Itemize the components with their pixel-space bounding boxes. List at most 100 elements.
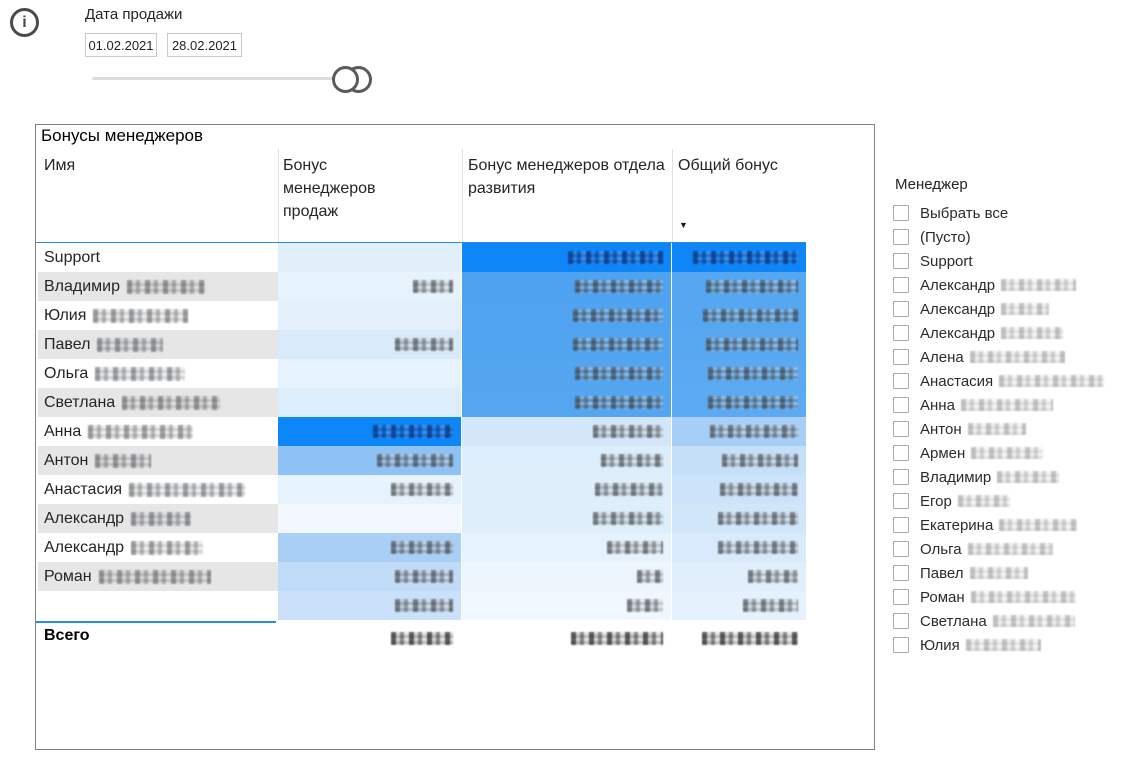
manager-slicer-item[interactable]: Александр — [893, 321, 1139, 345]
table-value-cell[interactable] — [462, 562, 671, 591]
table-value-cell[interactable] — [278, 504, 461, 533]
table-value-cell[interactable] — [672, 591, 806, 620]
date-end-input[interactable]: 28.02.2021 — [167, 33, 242, 57]
table-value-cell[interactable] — [278, 446, 461, 475]
table-value-cell[interactable] — [672, 243, 806, 272]
table-value-cell[interactable] — [462, 359, 671, 388]
checkbox[interactable] — [893, 469, 909, 485]
table-value-cell[interactable] — [672, 562, 806, 591]
checkbox[interactable] — [893, 325, 909, 341]
table-row-name-cell[interactable]: Анна — [38, 417, 278, 446]
manager-slicer-item[interactable]: Армен — [893, 441, 1139, 465]
table-row-name-cell[interactable]: Анастасия — [38, 475, 278, 504]
manager-slicer-item[interactable]: Роман — [893, 585, 1139, 609]
table-value-cell[interactable] — [462, 388, 671, 417]
column-header-name[interactable]: Имя — [44, 157, 76, 174]
checkbox[interactable] — [893, 613, 909, 629]
table-value-cell[interactable] — [672, 446, 806, 475]
table-row-name-cell[interactable]: Владимир — [38, 272, 278, 301]
table-row-name-cell[interactable]: Александр — [38, 504, 278, 533]
manager-slicer-item[interactable]: Support — [893, 249, 1139, 273]
manager-slicer-item[interactable]: Владимир — [893, 465, 1139, 489]
date-slider-track[interactable] — [92, 77, 344, 80]
checkbox[interactable] — [893, 397, 909, 413]
manager-slicer-item[interactable]: Анна — [893, 393, 1139, 417]
table-value-cell[interactable] — [672, 359, 806, 388]
manager-slicer-item[interactable]: Светлана — [893, 609, 1139, 633]
checkbox[interactable] — [893, 301, 909, 317]
table-row-name-cell[interactable]: Юлия — [38, 301, 278, 330]
table-value-cell[interactable] — [278, 475, 461, 504]
table-row-name-cell[interactable]: Ольга — [38, 359, 278, 388]
table-value-cell[interactable] — [672, 301, 806, 330]
checkbox[interactable] — [893, 589, 909, 605]
manager-slicer-item[interactable]: Александр — [893, 297, 1139, 321]
checkbox[interactable] — [893, 205, 909, 221]
manager-slicer-item[interactable]: (Пусто) — [893, 225, 1139, 249]
table-row-name-cell[interactable]: Support — [38, 243, 278, 272]
table-value-cell[interactable] — [278, 417, 461, 446]
table-value-cell[interactable] — [672, 330, 806, 359]
checkbox[interactable] — [893, 349, 909, 365]
table-value-cell[interactable] — [278, 243, 461, 272]
sort-descending-icon[interactable]: ▼ — [679, 220, 688, 230]
date-slider-handle-start[interactable] — [332, 66, 359, 93]
checkbox[interactable] — [893, 637, 909, 653]
table-value-cell[interactable] — [278, 591, 461, 620]
table-value-cell[interactable] — [278, 272, 461, 301]
table-value-cell[interactable] — [462, 504, 671, 533]
table-value-cell[interactable] — [672, 475, 806, 504]
manager-slicer-item[interactable]: Алена — [893, 345, 1139, 369]
manager-slicer-item[interactable]: Антон — [893, 417, 1139, 441]
table-value-cell[interactable] — [278, 301, 461, 330]
checkbox[interactable] — [893, 445, 909, 461]
table-value-cell[interactable] — [462, 330, 671, 359]
table-value-cell[interactable] — [462, 475, 671, 504]
column-header-total-bonus[interactable]: Общий бонус — [678, 157, 778, 174]
table-value-cell[interactable] — [672, 272, 806, 301]
manager-slicer-item[interactable]: Егор — [893, 489, 1139, 513]
checkbox[interactable] — [893, 373, 909, 389]
manager-slicer-item[interactable]: Екатерина — [893, 513, 1139, 537]
table-row-name-cell[interactable]: Светлана — [38, 388, 278, 417]
checkbox[interactable] — [893, 229, 909, 245]
table-value-cell[interactable] — [278, 359, 461, 388]
checkbox[interactable] — [893, 541, 909, 557]
manager-slicer-item[interactable]: Анастасия — [893, 369, 1139, 393]
manager-slicer-item[interactable]: Александр — [893, 273, 1139, 297]
table-value-cell[interactable] — [462, 446, 671, 475]
table-value-cell[interactable] — [462, 591, 671, 620]
manager-slicer-item[interactable]: Павел — [893, 561, 1139, 585]
table-value-cell[interactable] — [278, 330, 461, 359]
table-value-cell[interactable] — [672, 417, 806, 446]
checkbox[interactable] — [893, 277, 909, 293]
checkbox[interactable] — [893, 253, 909, 269]
checkbox[interactable] — [893, 493, 909, 509]
checkbox[interactable] — [893, 421, 909, 437]
table-value-cell[interactable] — [462, 417, 671, 446]
manager-slicer-item[interactable]: Юлия — [893, 633, 1139, 657]
table-value-cell[interactable] — [462, 301, 671, 330]
table-value-cell[interactable] — [462, 533, 671, 562]
table-value-cell[interactable] — [672, 504, 806, 533]
info-icon[interactable]: i — [10, 8, 39, 37]
table-row-name-cell[interactable]: Александр — [38, 533, 278, 562]
table-row-name-cell[interactable]: Антон — [38, 446, 278, 475]
column-header-sales-bonus[interactable]: Бонус менеджеров продаж — [283, 157, 376, 220]
manager-slicer-item[interactable]: Выбрать все — [893, 201, 1139, 225]
checkbox[interactable] — [893, 517, 909, 533]
table-value-cell[interactable] — [672, 388, 806, 417]
column-header-dev-bonus[interactable]: Бонус менеджеров отдела развития — [468, 157, 665, 197]
table-row-name-cell[interactable]: Павел — [38, 330, 278, 359]
table-value-cell[interactable] — [462, 243, 671, 272]
manager-slicer-item[interactable]: Ольга — [893, 537, 1139, 561]
table-row-name-cell[interactable]: Роман — [38, 562, 278, 591]
table-value-cell[interactable] — [672, 533, 806, 562]
table-value-cell[interactable] — [462, 272, 671, 301]
table-value-cell[interactable] — [278, 533, 461, 562]
table-value-cell[interactable] — [278, 388, 461, 417]
table-row-name-cell[interactable] — [38, 591, 278, 620]
table-value-cell[interactable] — [278, 562, 461, 591]
checkbox[interactable] — [893, 565, 909, 581]
date-start-input[interactable]: 01.02.2021 — [85, 33, 157, 57]
